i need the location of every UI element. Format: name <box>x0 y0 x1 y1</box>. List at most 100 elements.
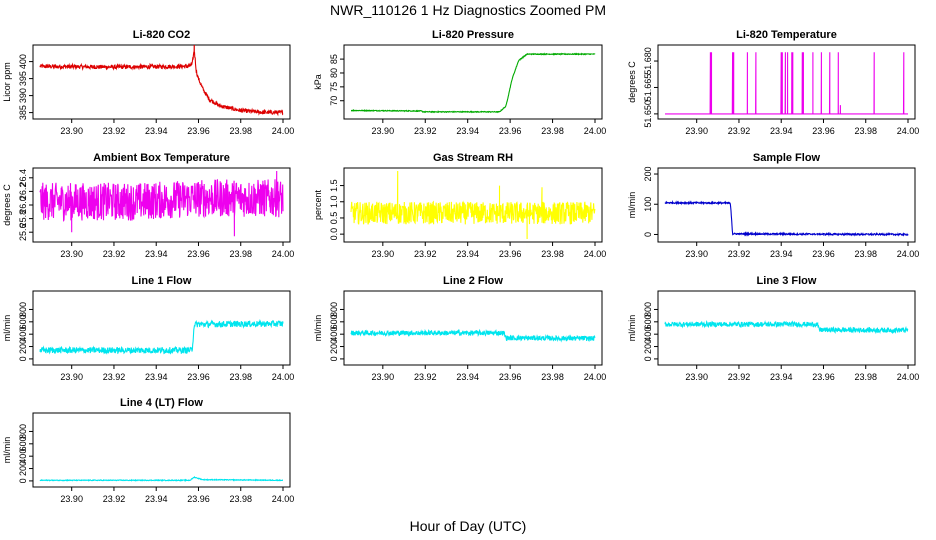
panel-title: Line 3 Flow <box>757 275 817 287</box>
x-tick-label: 23.92 <box>414 249 437 259</box>
y-tick-label: 25.6 <box>18 223 28 241</box>
series-line <box>350 328 596 343</box>
y-tick-label: 0 <box>18 356 28 361</box>
panel-title: Line 4 (LT) Flow <box>120 397 203 409</box>
x-tick-label: 23.92 <box>414 372 437 382</box>
x-tick-label: 23.90 <box>685 126 708 136</box>
x-tick-label: 23.94 <box>456 372 479 382</box>
x-tick-label: 23.92 <box>728 126 751 136</box>
y-tick-label: 400 <box>329 327 339 342</box>
plot-frame <box>343 290 603 366</box>
x-tick-label: 23.96 <box>187 494 210 504</box>
panel-title: Line 2 Flow <box>443 275 503 287</box>
x-tick-label: 23.96 <box>187 249 210 259</box>
panel-title: Gas Stream RH <box>433 152 513 164</box>
panel-title: Li-820 CO2 <box>133 29 190 41</box>
plot-frame <box>657 44 916 120</box>
y-tick-label: 85 <box>329 54 339 64</box>
x-tick-label: 23.98 <box>541 372 564 382</box>
y-axis-label: ml/min <box>2 437 12 464</box>
series-line <box>664 199 909 237</box>
x-tick-label: 23.98 <box>229 126 252 136</box>
panel-6: Sample Flow ml/min 0 100 200 23.90 23.92 23.94 2… <box>627 152 919 259</box>
plot-frame <box>32 412 291 488</box>
x-tick-label: 23.90 <box>60 249 83 259</box>
y-axis-label: ml/min <box>313 315 323 342</box>
y-tick-label: 1.5 <box>329 179 339 192</box>
panel-title: Line 1 Flow <box>132 275 192 287</box>
y-tick-label: 75 <box>329 82 339 92</box>
panel-title: Sample Flow <box>753 152 821 164</box>
y-tick-label: 26.2 <box>18 183 28 201</box>
y-tick-label: 600 <box>643 314 653 329</box>
panel-title: Li-820 Temperature <box>736 29 837 41</box>
y-tick-label: 400 <box>643 327 653 342</box>
x-tick-label: 23.90 <box>685 372 708 382</box>
x-tick-label: 24.00 <box>897 126 920 136</box>
x-tick-label: 23.98 <box>541 249 564 259</box>
figure-xlabel: Hour of Day (UTC) <box>410 518 527 534</box>
x-tick-label: 23.90 <box>372 372 395 382</box>
series-line <box>39 476 283 482</box>
figure-title: NWR_110126 1 Hz Diagnostics Zoomed PM <box>330 2 606 18</box>
y-tick-label: 51.665 <box>643 74 653 102</box>
x-tick-label: 23.92 <box>728 372 751 382</box>
x-tick-label: 23.90 <box>60 372 83 382</box>
x-tick-label: 23.90 <box>60 126 83 136</box>
x-tick-label: 23.90 <box>685 249 708 259</box>
x-tick-label: 23.96 <box>812 372 835 382</box>
x-tick-label: 23.94 <box>145 494 168 504</box>
x-tick-label: 23.92 <box>103 494 126 504</box>
series-line <box>39 45 284 117</box>
x-tick-label: 24.00 <box>272 372 295 382</box>
y-tick-label: 395 <box>18 71 28 86</box>
x-tick-label: 23.94 <box>770 126 793 136</box>
x-tick-label: 23.92 <box>103 126 126 136</box>
plot-frame <box>657 290 916 366</box>
y-axis-label: ml/min <box>627 192 637 219</box>
plot-frame <box>343 44 603 120</box>
x-tick-label: 24.00 <box>584 126 607 136</box>
x-tick-label: 23.96 <box>499 372 522 382</box>
x-tick-label: 23.96 <box>812 249 835 259</box>
y-tick-label: 600 <box>18 436 28 451</box>
x-tick-label: 23.92 <box>414 126 437 136</box>
y-tick-label: 26.0 <box>18 196 28 214</box>
y-axis-label: kPa <box>313 74 323 90</box>
series-line <box>39 170 284 237</box>
x-tick-label: 24.00 <box>272 249 295 259</box>
x-tick-label: 23.92 <box>103 372 126 382</box>
y-tick-label: 390 <box>18 88 28 103</box>
y-tick-label: 0 <box>643 356 653 361</box>
y-tick-label: 51.680 <box>643 47 653 75</box>
x-tick-label: 23.94 <box>456 126 479 136</box>
x-tick-label: 23.94 <box>770 372 793 382</box>
plot-frame <box>32 44 291 120</box>
y-tick-label: 100 <box>643 197 653 212</box>
series-line <box>350 170 596 240</box>
y-tick-label: 0 <box>329 356 339 361</box>
y-tick-label: 0.0 <box>329 228 339 241</box>
panel-3: Li-820 Temperature degrees C 51.65051.6655… <box>627 29 919 136</box>
panel-title: Li-820 Pressure <box>432 29 514 41</box>
x-tick-label: 23.92 <box>728 249 751 259</box>
x-tick-label: 23.98 <box>854 249 877 259</box>
panel-grid: Li-820 CO2 Licor ppm 385 390 395 400 23.90 23.9… <box>2 29 919 504</box>
y-axis-label: degrees C <box>2 184 12 226</box>
panel-2: Li-820 Pressure kPa 70 75 80 85 23.90 23.92 23.9… <box>313 29 606 136</box>
panel-5: Gas Stream RH percent 0.0 0.5 1.0 1.5 23.90 23.… <box>313 152 606 259</box>
panel-1: Li-820 CO2 Licor ppm 385 390 395 400 23.90 23.9… <box>2 29 294 136</box>
y-tick-label: 400 <box>18 327 28 342</box>
y-axis-label: Licor ppm <box>2 62 12 102</box>
x-tick-label: 23.96 <box>499 249 522 259</box>
x-tick-label: 23.90 <box>372 126 395 136</box>
y-tick-label: 0 <box>643 232 653 237</box>
y-axis-label: ml/min <box>627 315 637 342</box>
y-tick-label: 51.650 <box>643 100 653 128</box>
y-tick-label: 70 <box>329 96 339 106</box>
series-line <box>350 52 596 114</box>
